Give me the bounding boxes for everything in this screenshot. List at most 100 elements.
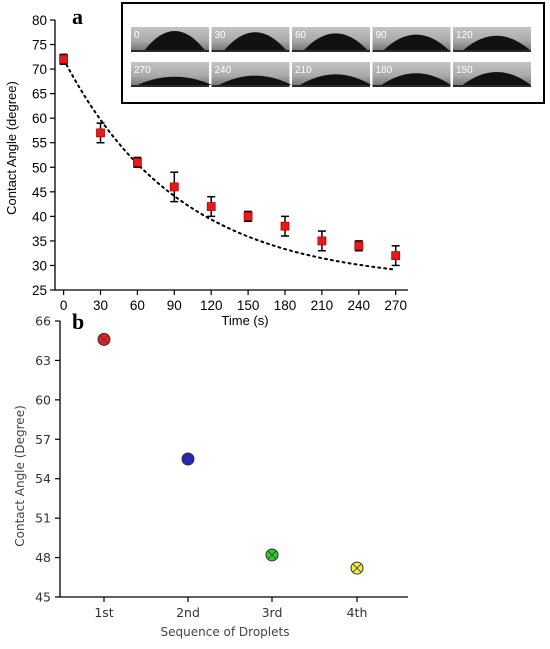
droplet-shape — [300, 74, 372, 85]
panel-a-y-tick-label: 70 — [32, 62, 47, 77]
droplet-thumbnail-label: 30 — [215, 30, 227, 41]
droplet-thumbnail: 0 — [131, 27, 209, 52]
droplet-thumbnail-label: 150 — [456, 65, 473, 76]
droplet-substrate — [131, 50, 209, 52]
panel-a-x-tick-label: 0 — [60, 298, 68, 313]
panel-a-data-point — [354, 241, 364, 251]
panel-a-data-point — [133, 157, 142, 167]
panel-b-letter: b — [72, 309, 84, 334]
droplet-shape — [381, 73, 451, 85]
panel-b-points — [97, 332, 364, 575]
panel-b-x-tick-label: 1st — [94, 605, 113, 620]
droplet-thumbnail: 240 — [211, 62, 292, 87]
panel-a-data-point — [206, 202, 216, 211]
panel-b-x-tick-label: 2nd — [176, 605, 200, 620]
panel-b-y-tick-label: 57 — [35, 432, 51, 447]
droplet-thumbnail: 30 — [211, 27, 290, 52]
panel-b-y-tick-label: 51 — [35, 511, 51, 526]
panel-b-y-tick-label: 48 — [35, 550, 51, 565]
panel-a-y-tick-label: 80 — [32, 13, 47, 28]
panel-b-data-point — [181, 452, 195, 466]
droplet-substrate — [372, 85, 451, 87]
panel-a-data-point — [391, 251, 401, 261]
panel-b-x-axis-title: Sequence of Droplets — [161, 625, 290, 639]
panel-a: a 25 30 35 40 45 50 55 60 65 70 75 80 0 30 60 90 120 150 1… — [4, 2, 545, 328]
panel-a-x-tick-label: 30 — [93, 298, 108, 313]
inset-frame — [121, 2, 545, 104]
droplet-substrate — [453, 50, 531, 52]
panel-a-data-point — [96, 128, 105, 138]
panel-a-x-tick-label: 150 — [237, 298, 260, 313]
droplet-thumbnail: 150 — [453, 62, 531, 87]
panel-a-y-tick-label: 65 — [32, 87, 47, 102]
panel-b-data-point — [97, 332, 111, 346]
panel-a-y-tick-label: 40 — [32, 209, 47, 224]
droplet-thumbnail: 60 — [292, 27, 370, 52]
panel-a-x-tick-label: 90 — [167, 298, 182, 313]
droplet-thumbnail-label: 0 — [134, 30, 140, 41]
panel-a-y-tick-label: 25 — [32, 283, 47, 298]
droplet-thumbnail-label: 60 — [295, 30, 307, 41]
droplet-thumbnail: 270 — [131, 62, 212, 87]
droplet-substrate — [211, 85, 290, 87]
panel-b-x-tick-label: 4th — [347, 605, 368, 620]
panel-a-y-tick-label: 50 — [32, 160, 47, 175]
droplet-shape — [218, 75, 292, 85]
panel-b-data-point — [265, 548, 279, 562]
panel-b-marker-cross — [267, 550, 277, 560]
droplet-shape — [462, 72, 531, 85]
droplet-substrate — [292, 50, 370, 52]
panel-a-y-tick-label: 35 — [32, 234, 47, 249]
panel-b-y-tick-label: 45 — [35, 590, 51, 605]
droplet-shape — [383, 34, 449, 50]
panel-a-fit-line — [62, 58, 397, 271]
panel-a-data-point — [280, 221, 290, 231]
panel-b-marker-cross — [183, 454, 193, 464]
panel-b-y-tick-label: 63 — [35, 353, 51, 368]
droplet-substrate — [292, 85, 370, 87]
droplet-thumbnail: 210 — [292, 62, 372, 87]
droplet-substrate — [211, 50, 290, 52]
panel-b-y-tick-label: 66 — [35, 314, 51, 329]
droplet-thumbnail: 180 — [372, 62, 451, 87]
droplet-shape — [304, 33, 368, 50]
panel-a-x-tick-label: 210 — [311, 298, 334, 313]
panel-a-axes: 25 30 35 40 45 50 55 60 65 70 75 80 0 30 60 90 120 150 180… — [32, 13, 408, 313]
panel-b-data-point — [350, 561, 364, 575]
panel-a-data-point — [169, 182, 179, 192]
droplet-shape — [224, 32, 286, 50]
panel-b-y-axis-title: Contact Angle (Degree) — [13, 405, 27, 547]
panel-a-x-tick-label: 270 — [384, 298, 407, 313]
droplet-shape — [137, 76, 212, 85]
droplet-substrate — [372, 50, 451, 52]
panel-b-axes: 45 48 51 54 57 60 63 66 1st 2nd 3rd 4th — [35, 314, 408, 620]
panel-a-letter: a — [72, 4, 83, 29]
panel-a-fit-curve — [62, 58, 397, 271]
droplet-thumbnail-label: 120 — [456, 30, 473, 41]
panel-a-data-point — [243, 211, 253, 221]
panel-a-y-axis-title: Contact Angle (degree) — [4, 81, 19, 215]
droplet-shape — [463, 35, 530, 50]
droplet-thumbnail-label: 240 — [215, 65, 232, 76]
panel-a-x-axis-title: Time (s) — [221, 313, 268, 328]
panel-a-x-tick-label: 240 — [348, 298, 371, 313]
droplet-image-inset: 0 30 60 90 120 270 240 210 180 150 — [121, 2, 545, 104]
panel-b: b 45 48 51 54 57 60 63 66 1st 2nd 3rd 4th Sequence … — [13, 309, 408, 639]
droplet-shape — [144, 31, 205, 50]
droplet-thumbnail-label: 180 — [376, 65, 393, 76]
panel-a-x-tick-label: 180 — [274, 298, 297, 313]
panel-b-x-tick-label: 3rd — [262, 605, 283, 620]
panel-a-y-tick-label: 60 — [32, 111, 47, 126]
panel-a-y-tick-label: 45 — [32, 185, 47, 200]
droplet-substrate — [453, 85, 531, 87]
panel-b-marker-cross — [352, 563, 362, 573]
droplet-thumbnail: 120 — [453, 27, 531, 52]
panel-b-marker-cross — [99, 334, 109, 345]
droplet-thumbnail-label: 210 — [295, 65, 312, 76]
panel-a-y-tick-label: 75 — [32, 38, 47, 53]
panel-a-data-point — [59, 54, 69, 64]
panel-b-y-tick-label: 60 — [35, 392, 51, 407]
droplet-thumbnail: 90 — [372, 27, 451, 52]
panel-a-points — [59, 53, 401, 267]
